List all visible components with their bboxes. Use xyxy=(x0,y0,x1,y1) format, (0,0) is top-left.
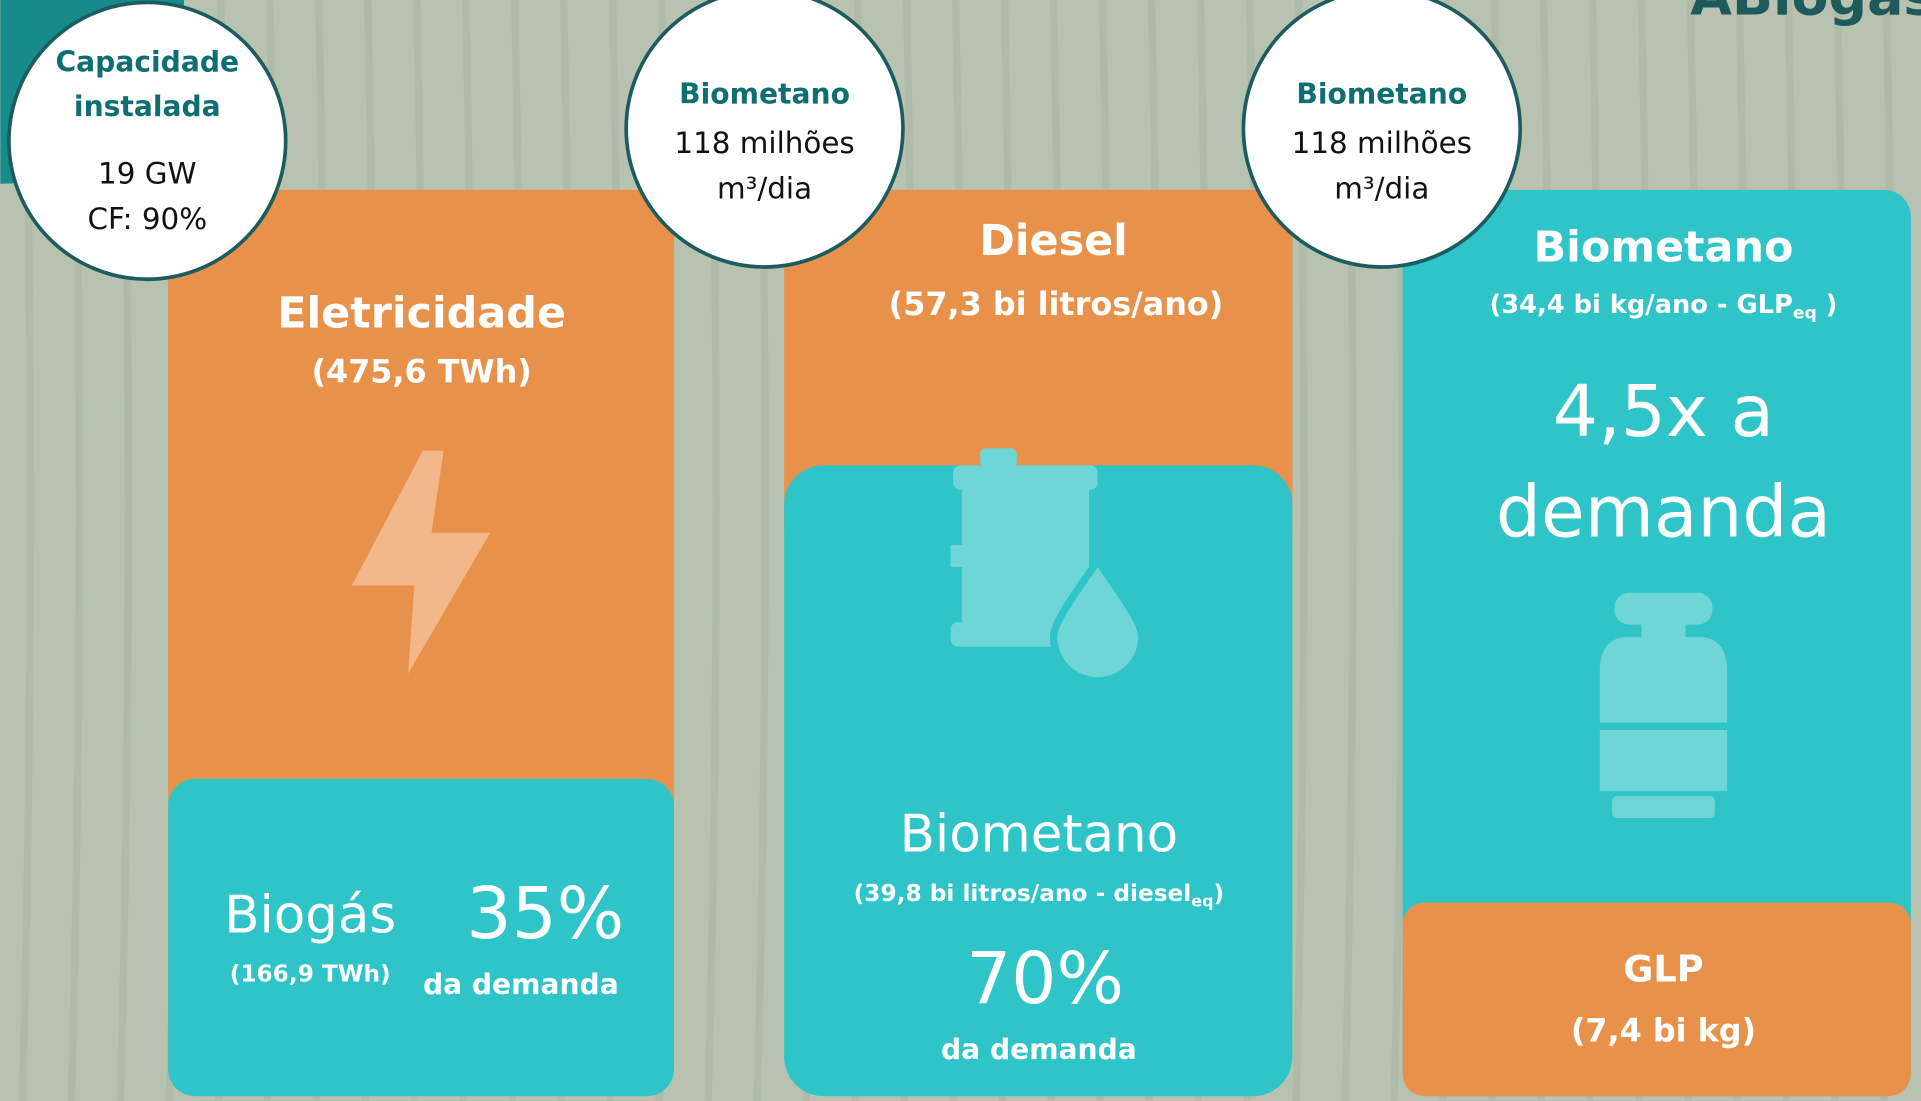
circle-line: m³/dia xyxy=(717,171,812,205)
bottom-label: Biometano xyxy=(900,805,1178,865)
share: 35% xyxy=(466,872,624,955)
circle-biometano: Biometano 118 milhões m³/dia xyxy=(1243,0,1520,267)
circle-title: Biometano xyxy=(1296,78,1467,111)
text: ) xyxy=(1213,880,1224,907)
card-subtitle: (57,3 bi litros/ano) xyxy=(889,285,1224,323)
text: (39,8 bi litros/ano - diesel xyxy=(854,880,1192,907)
circle-line: 118 milhões xyxy=(674,126,854,160)
circle-title: Capacidade xyxy=(56,46,240,79)
circle-biometano: Biometano 118 milhões m³/dia xyxy=(626,0,903,267)
card-biometano-bottom xyxy=(1403,903,1911,1097)
highlight: demanda xyxy=(1496,470,1831,553)
subscript: eq xyxy=(1191,891,1213,910)
bottom-label: Biogás xyxy=(224,886,396,946)
circle xyxy=(9,2,286,279)
card-title: Eletricidade xyxy=(277,288,566,338)
card-subtitle: (475,6 TWh) xyxy=(311,353,531,391)
circle-title: instalada xyxy=(74,90,221,123)
share-label: da demanda xyxy=(941,1033,1137,1066)
circle-line: 19 GW xyxy=(98,157,197,191)
logo: ABiogás xyxy=(1690,0,1921,28)
bottom-amount: (166,9 TWh) xyxy=(230,960,391,987)
subscript: eq xyxy=(1793,304,1817,324)
card-title: Diesel xyxy=(979,216,1128,266)
circle-title: Biometano xyxy=(679,78,850,111)
bottom-label: GLP xyxy=(1623,948,1703,991)
card-subtitle: (34,4 bi kg/ano - GLPeq ) xyxy=(1490,289,1838,323)
page: { "logo": "ABiogás", "circles": [ {"titl… xyxy=(0,0,1921,1101)
slide: ABiogás Eletricidade (475,6 TWh) Biogás … xyxy=(0,0,1921,1101)
circle-capacidade: Capacidade instalada 19 GW CF: 90% xyxy=(9,2,286,279)
share: 70% xyxy=(966,937,1124,1020)
text: (34,4 bi kg/ano - GLP xyxy=(1490,289,1793,319)
text: ) xyxy=(1817,289,1838,319)
highlight: 4,5x a xyxy=(1553,370,1774,453)
circle-line: m³/dia xyxy=(1334,171,1429,205)
share-label: da demanda xyxy=(423,968,619,1001)
circle-line: CF: 90% xyxy=(87,202,207,236)
bottom-amount: (39,8 bi litros/ano - dieseleq) xyxy=(854,880,1224,910)
circle-line: 118 milhões xyxy=(1292,126,1472,160)
bottom-amount: (7,4 bi kg) xyxy=(1571,1011,1756,1049)
card-title: Biometano xyxy=(1534,222,1794,272)
